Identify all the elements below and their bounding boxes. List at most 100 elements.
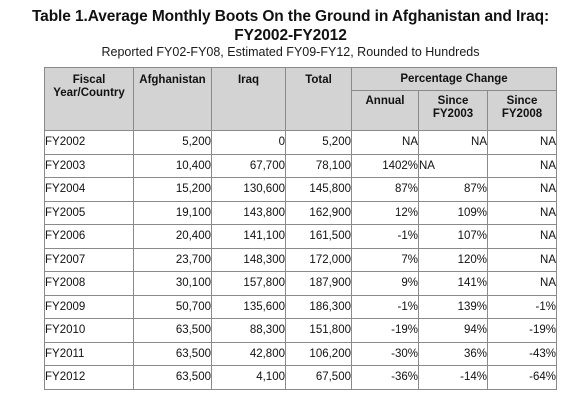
cell-annual-change: 9% [351, 271, 419, 296]
cell-total: 151,800 [285, 318, 352, 343]
table-row: FY2008 30,100 157,800 187,900 9% 141% NA [44, 271, 557, 296]
cell-annual-change: -36% [351, 365, 419, 390]
cell-annual-change: NA [351, 130, 419, 155]
header-fiscal-line-1: Fiscal [72, 74, 106, 86]
cell-since-fy2003: 36% [418, 341, 488, 366]
cell-total: 172,000 [285, 247, 352, 272]
cell-fiscal-year: FY2005 [44, 200, 134, 225]
cell-since-fy2008: NA [487, 224, 557, 249]
cell-total: 161,500 [285, 224, 352, 249]
cell-annual-change: 87% [351, 177, 419, 202]
cell-total: 187,900 [285, 271, 352, 296]
cell-afghanistan: 10,400 [133, 153, 212, 178]
cell-total: 5,200 [285, 130, 352, 155]
header-total: Total [285, 67, 352, 131]
cell-fiscal-year: FY2010 [44, 318, 134, 343]
cell-afghanistan: 63,500 [133, 341, 212, 366]
cell-annual-change: -30% [351, 341, 419, 366]
cell-afghanistan: 15,200 [133, 177, 212, 202]
cell-afghanistan: 20,400 [133, 224, 212, 249]
header-since-fy2008: Since FY2008 [487, 90, 557, 131]
cell-since-fy2003: -14% [418, 365, 488, 390]
cell-iraq: 42,800 [211, 341, 286, 366]
cell-since-fy2008: NA [487, 200, 557, 225]
cell-total: 106,200 [285, 341, 352, 366]
header-percentage-change: Percentage Change [351, 67, 557, 91]
cell-since-fy2003: 94% [418, 318, 488, 343]
table-header: Fiscal Year/Country Afghanistan Iraq Tot… [44, 67, 557, 131]
cell-since-fy2003: NA [418, 130, 488, 155]
cell-afghanistan: 19,100 [133, 200, 212, 225]
cell-fiscal-year: FY2004 [44, 177, 134, 202]
cell-afghanistan: 50,700 [133, 294, 212, 319]
cell-since-fy2008: NA [487, 247, 557, 272]
boots-on-ground-table: Fiscal Year/Country Afghanistan Iraq Tot… [44, 67, 557, 390]
header-since-fy2008-line-2: FY2008 [501, 108, 543, 120]
cell-afghanistan: 63,500 [133, 365, 212, 390]
header-afghanistan: Afghanistan [133, 67, 212, 131]
table-row: FY2010 63,500 88,300 151,800 -19% 94% -19% [44, 318, 557, 343]
cell-annual-change: -1% [351, 224, 419, 249]
header-iraq: Iraq [211, 67, 286, 131]
cell-total: 78,100 [285, 153, 352, 178]
cell-since-fy2008: NA [487, 271, 557, 296]
cell-fiscal-year: FY2009 [44, 294, 134, 319]
cell-annual-change: 12% [351, 200, 419, 225]
cell-since-fy2008: -43% [487, 341, 557, 366]
cell-since-fy2003: 139% [418, 294, 488, 319]
cell-annual-change: 1402% [351, 153, 419, 178]
cell-since-fy2003: 87% [418, 177, 488, 202]
cell-fiscal-year: FY2006 [44, 224, 134, 249]
cell-since-fy2008: NA [487, 153, 557, 178]
cell-fiscal-year: FY2011 [44, 341, 134, 366]
cell-iraq: 141,100 [211, 224, 286, 249]
table-title-line-2: FY2002-FY2012 [234, 27, 347, 44]
cell-afghanistan: 30,100 [133, 271, 212, 296]
cell-total: 67,500 [285, 365, 352, 390]
cell-since-fy2003: 120% [418, 247, 488, 272]
header-fiscal-line-2: Year/Country [53, 87, 125, 99]
cell-annual-change: -19% [351, 318, 419, 343]
cell-iraq: 0 [211, 130, 286, 155]
cell-since-fy2008: -1% [487, 294, 557, 319]
table-row: FY2011 63,500 42,800 106,200 -30% 36% -43% [44, 341, 557, 366]
table-row: FY2005 19,100 143,800 162,900 12% 109% NA [44, 200, 557, 225]
cell-fiscal-year: FY2008 [44, 271, 134, 296]
table-title-line-1: Table 1.Average Monthly Boots On the Gro… [31, 8, 550, 25]
header-since-fy2003-line-1: Since [437, 95, 469, 107]
table-row: FY2002 5,200 0 5,200 NA NA NA [44, 130, 557, 155]
cell-iraq: 67,700 [211, 153, 286, 178]
cell-total: 186,300 [285, 294, 352, 319]
cell-iraq: 4,100 [211, 365, 286, 390]
cell-since-fy2003: 107% [418, 224, 488, 249]
header-fiscal-year-country: Fiscal Year/Country [44, 67, 134, 131]
table-row: FY2003 10,400 67,700 78,100 1402% NA NA [44, 153, 557, 178]
header-since-fy2008-line-1: Since [506, 95, 538, 107]
cell-afghanistan: 63,500 [133, 318, 212, 343]
cell-afghanistan: 23,700 [133, 247, 212, 272]
cell-fiscal-year: FY2012 [44, 365, 134, 390]
cell-since-fy2008: NA [487, 177, 557, 202]
table-row: FY2007 23,700 148,300 172,000 7% 120% NA [44, 247, 557, 272]
cell-iraq: 157,800 [211, 271, 286, 296]
cell-annual-change: -1% [351, 294, 419, 319]
table-row: FY2012 63,500 4,100 67,500 -36% -14% -64% [44, 365, 557, 390]
cell-since-fy2003: 109% [418, 200, 488, 225]
cell-iraq: 135,600 [211, 294, 286, 319]
table-body: FY2002 5,200 0 5,200 NA NA NA FY2003 10,400 67,70… [44, 130, 557, 390]
cell-iraq: 148,300 [211, 247, 286, 272]
header-since-fy2003-line-2: FY2003 [432, 108, 474, 120]
cell-since-fy2008: NA [487, 130, 557, 155]
cell-total: 162,900 [285, 200, 352, 225]
cell-afghanistan: 5,200 [133, 130, 212, 155]
cell-since-fy2003: 141% [418, 271, 488, 296]
cell-total: 145,800 [285, 177, 352, 202]
header-since-fy2003: Since FY2003 [418, 90, 488, 131]
cell-annual-change: 7% [351, 247, 419, 272]
cell-iraq: 88,300 [211, 318, 286, 343]
cell-fiscal-year: FY2003 [44, 153, 134, 178]
cell-iraq: 130,600 [211, 177, 286, 202]
table-row: FY2006 20,400 141,100 161,500 -1% 107% NA [44, 224, 557, 249]
table-row: FY2009 50,700 135,600 186,300 -1% 139% -1% [44, 294, 557, 319]
cell-since-fy2008: -64% [487, 365, 557, 390]
